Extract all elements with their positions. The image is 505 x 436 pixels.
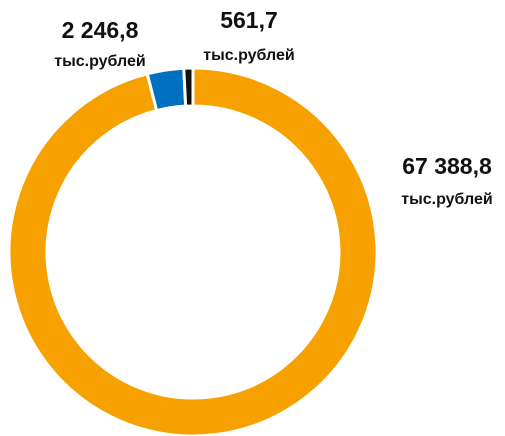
unit-label: тыс.рублей xyxy=(203,47,294,64)
data-label: 561,7 xyxy=(220,7,278,33)
data-label: 2 246,8 xyxy=(62,17,139,43)
donut-slice xyxy=(7,66,379,436)
data-label: 67 388,8 xyxy=(402,153,492,179)
donut-slice xyxy=(182,66,195,108)
unit-label: тыс.рублей xyxy=(401,191,492,208)
unit-label: тыс.рублей xyxy=(54,53,145,70)
